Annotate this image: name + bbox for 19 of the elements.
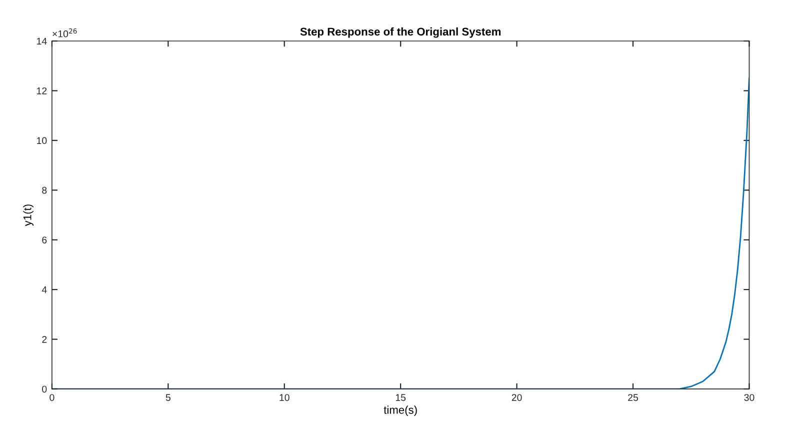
chart-title: Step Response of the Origianl System — [300, 27, 501, 38]
x-tick-label: 15 — [396, 394, 406, 401]
x-tick-label: 10 — [280, 394, 290, 401]
x-tick-label: 25 — [628, 394, 638, 401]
y-tick-label: 14 — [37, 38, 47, 45]
text: ×10$^{26}$ — [52, 28, 77, 38]
y-tick-label: 10 — [37, 137, 47, 144]
y-tick-label: 4 — [42, 286, 47, 294]
y-tick-label: 2 — [42, 336, 47, 343]
x-tick-label: 30 — [744, 394, 754, 401]
y-tick-label: 0 — [42, 386, 47, 393]
x-tick-label: 5 — [166, 394, 170, 401]
y-tick-label: 12 — [37, 87, 47, 94]
y-tick-label: 6 — [42, 236, 47, 244]
x-axis-title: time(s) — [384, 406, 417, 416]
x-tick-label: 20 — [512, 394, 522, 401]
y-axis-title: y1(t) — [23, 204, 34, 226]
y-tick-label: 8 — [42, 186, 47, 194]
x-tick-label: 0 — [50, 394, 54, 401]
